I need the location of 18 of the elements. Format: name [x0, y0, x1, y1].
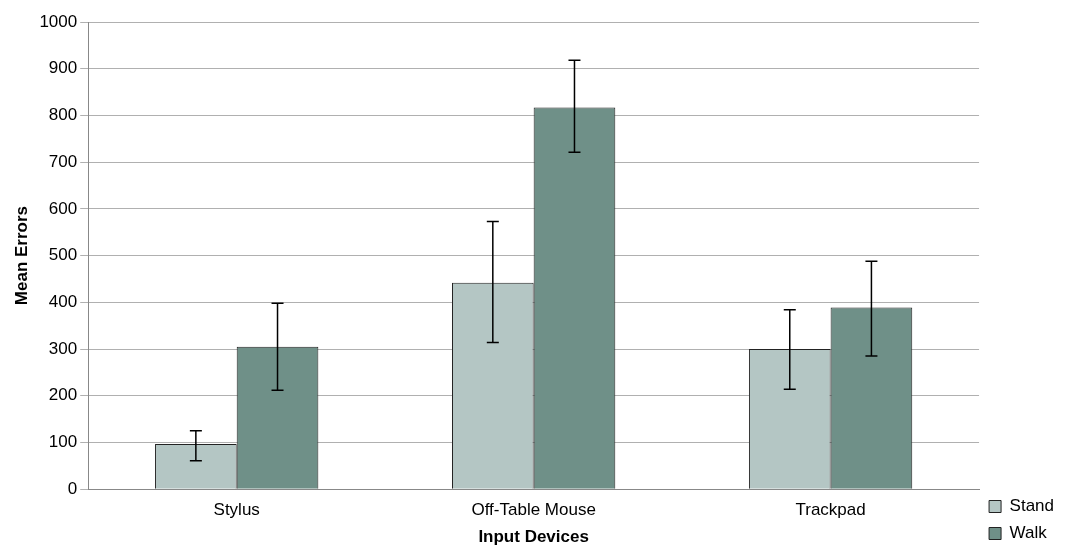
- x-tick-label: Trackpad: [795, 500, 866, 520]
- x-tick-label: Off-Table Mouse: [471, 500, 596, 520]
- y-tick-label: 500: [48, 245, 78, 265]
- y-tick-label: 0: [67, 478, 78, 498]
- legend-label: Walk: [1009, 523, 1048, 543]
- y-tick-label: 200: [48, 385, 78, 405]
- legend-label: Stand: [1009, 496, 1055, 516]
- y-tick-label: 300: [48, 338, 78, 358]
- y-tick-label: 400: [48, 292, 78, 312]
- x-tick-label: Stylus: [213, 500, 260, 520]
- y-tick-label: 100: [48, 432, 78, 452]
- y-tick-label: 600: [48, 198, 78, 218]
- x-axis-title: Input Devices: [478, 527, 589, 547]
- y-tick-label: 800: [48, 105, 78, 125]
- y-tick-label: 900: [48, 58, 78, 78]
- y-tick-label: 700: [48, 151, 78, 171]
- y-axis-title: Mean Errors: [11, 206, 31, 306]
- y-tick-label: 1000: [39, 11, 78, 31]
